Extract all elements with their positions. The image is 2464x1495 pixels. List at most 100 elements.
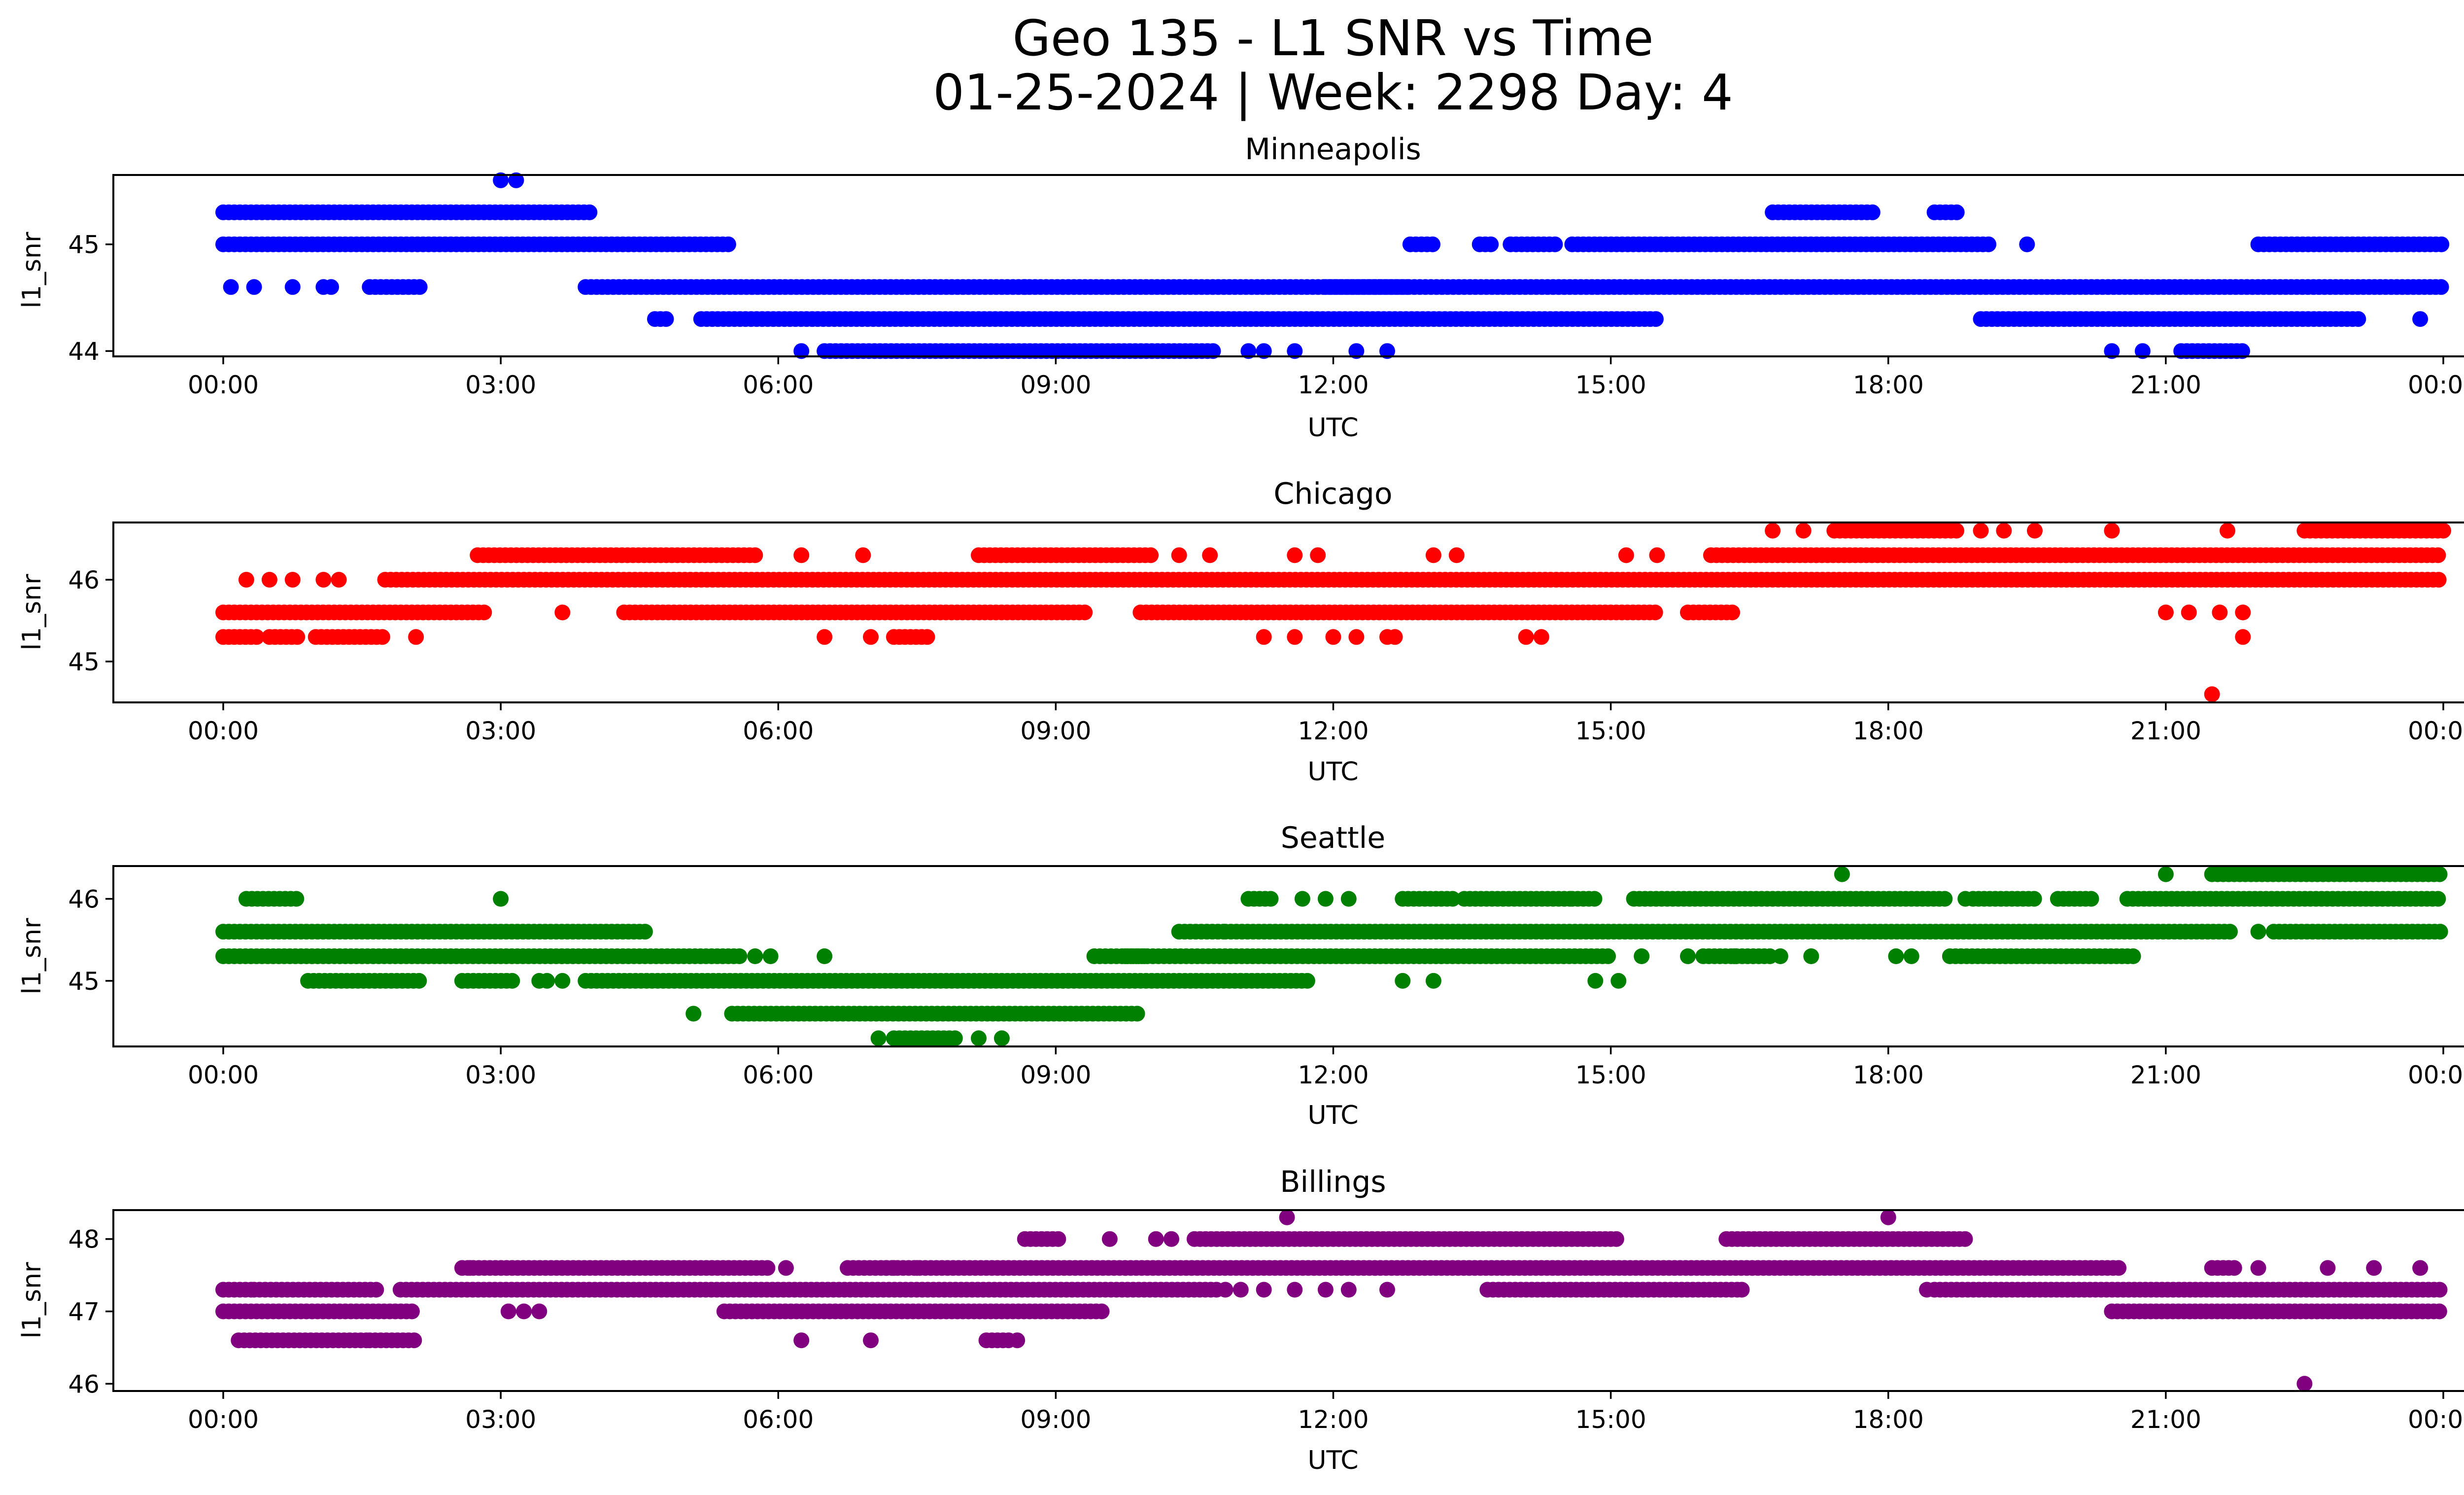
data-point (793, 547, 810, 563)
y-axis-label: l1_snr (17, 574, 47, 651)
data-point (1937, 891, 1953, 907)
data-point (1217, 1282, 1233, 1298)
data-point (1256, 629, 1272, 645)
x-tick-label: 09:00 (1020, 1061, 1091, 1089)
data-point (1287, 1282, 1303, 1298)
axis-ticks: 00:00 03:00 06:00 09:00 12:00 15:00 18:00 21:00… (68, 231, 2464, 399)
data-point (1949, 204, 1965, 220)
data-point (246, 279, 262, 295)
data-point (1340, 1282, 1357, 1298)
data-point (731, 948, 748, 964)
x-tick-label: 21:00 (2130, 371, 2201, 399)
data-point (554, 973, 571, 989)
data-point (1772, 948, 1788, 964)
data-points (215, 522, 2451, 702)
data-point (1608, 1231, 1624, 1247)
data-point (1680, 948, 1696, 964)
data-point (1765, 522, 1781, 539)
data-point (476, 604, 492, 621)
data-point (2181, 604, 2197, 621)
data-point (1448, 547, 1465, 563)
data-point (2430, 891, 2446, 907)
data-point (288, 891, 305, 907)
data-point (2412, 1260, 2429, 1276)
data-point (1949, 522, 1964, 539)
data-point (1348, 629, 1365, 645)
y-tick-label: 44 (68, 337, 100, 366)
data-points (215, 866, 2448, 1046)
x-tick-label: 21:00 (2130, 717, 2201, 745)
data-point (1996, 522, 2012, 539)
plot-frame (112, 174, 2464, 357)
data-point (637, 924, 653, 940)
data-point (778, 1260, 794, 1276)
x-tick-label: 06:00 (743, 1061, 814, 1089)
data-point (331, 572, 347, 588)
data-point (404, 1303, 420, 1320)
data-point (1287, 629, 1303, 645)
data-point (2430, 547, 2446, 563)
data-point (747, 948, 763, 964)
data-point (248, 629, 265, 645)
data-point (1325, 629, 1341, 645)
data-point (2222, 924, 2238, 940)
data-point (793, 1332, 810, 1349)
x-axis-label: UTC (1307, 1101, 1358, 1130)
data-point (1425, 236, 1440, 252)
data-point (1919, 1282, 1935, 1298)
x-axis-label: UTC (1307, 757, 1358, 787)
data-point (554, 604, 571, 621)
x-tick-label: 15:00 (1575, 717, 1646, 745)
data-point (1387, 629, 1403, 645)
data-point (1379, 343, 1395, 359)
y-axis-label: l1_snr (17, 1262, 47, 1339)
data-point (1017, 279, 1033, 295)
subplot-billings: Billings UTC l1_snr 00:00 03:00 06:00 09:00… (17, 1165, 2464, 1475)
data-point (1903, 948, 1919, 964)
data-point (1171, 547, 1187, 563)
x-tick-label: 06:00 (743, 371, 814, 399)
data-point (1101, 1231, 1118, 1247)
data-point (1587, 973, 1604, 989)
data-point (1888, 948, 1904, 964)
x-tick-label: 03:00 (465, 1405, 536, 1434)
data-point (2111, 1260, 2127, 1276)
data-point (817, 629, 833, 645)
data-point (817, 948, 833, 964)
data-point (289, 629, 306, 645)
data-point (1724, 604, 1741, 621)
data-point (368, 1282, 384, 1298)
x-tick-label: 15:00 (1575, 1061, 1646, 1089)
data-point (2226, 1260, 2242, 1276)
data-point (1232, 1282, 1249, 1298)
plot-frame (112, 1209, 2464, 1392)
x-tick-label: 18:00 (1853, 1061, 1924, 1089)
data-point (1533, 629, 1549, 645)
data-point (493, 172, 509, 188)
data-point (539, 973, 555, 989)
data-point (1649, 547, 1665, 563)
x-tick-label: 03:00 (465, 1061, 536, 1089)
data-point (261, 572, 277, 588)
data-point (1803, 948, 1819, 964)
data-point (1129, 1006, 1145, 1022)
y-tick-label: 46 (68, 885, 100, 914)
data-point (2157, 604, 2174, 621)
data-point (1256, 1282, 1272, 1298)
x-tick-label: 09:00 (1020, 1405, 1091, 1434)
axis-ticks: 00:00 03:00 06:00 09:00 12:00 15:00 18:00 21:00… (68, 885, 2464, 1089)
subplot-title: Billings (1280, 1165, 1386, 1199)
data-point (1294, 891, 1310, 907)
data-point (2350, 311, 2366, 327)
data-point (1647, 604, 1663, 621)
data-point (793, 343, 810, 359)
x-tick-label: 00:00 (2408, 717, 2464, 745)
data-point (1834, 866, 1850, 882)
data-point (284, 572, 301, 588)
data-point (1287, 343, 1303, 359)
y-tick-label: 48 (68, 1225, 100, 1254)
plot-frame (112, 865, 2464, 1047)
data-point (1256, 343, 1272, 359)
data-point (2212, 604, 2228, 621)
data-point (2431, 866, 2448, 882)
